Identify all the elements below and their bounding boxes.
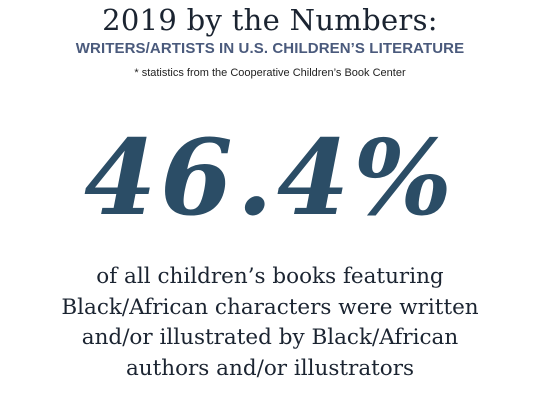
statistic-description: of all children’s books featuring Black/… xyxy=(0,262,540,384)
description-line: authors and/or illustrators xyxy=(125,355,415,381)
source-note: * statistics from the Cooperative Childr… xyxy=(134,67,406,79)
description-line: and/or illustrated by Black/African xyxy=(81,325,459,350)
page-subtitle: WRITERS/ARTISTS IN U.S. CHILDREN’S LITER… xyxy=(75,40,465,57)
page-title: 2019 by the Numbers: xyxy=(102,3,438,37)
statistic-value: 46.4% xyxy=(83,116,457,239)
description-line: of all children’s books featuring xyxy=(96,264,444,289)
description-line: Black/African characters were written xyxy=(61,294,479,320)
